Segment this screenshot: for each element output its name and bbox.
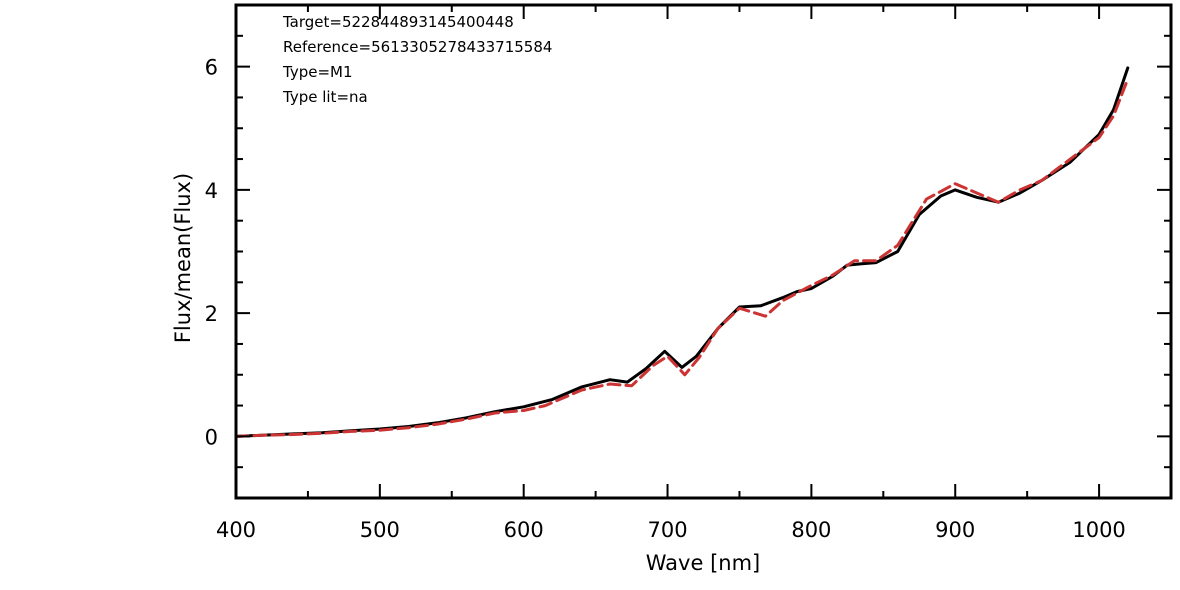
x-tick-label: 500 <box>360 518 400 542</box>
annotation-type-lit: Type lit=na <box>282 88 368 106</box>
x-tick-label: 1000 <box>1072 518 1125 542</box>
y-tick-label: 6 <box>205 56 218 80</box>
x-axis-label: Wave [nm] <box>646 551 760 575</box>
tick-labels: 400 500 600 700 800 900 1000 0 2 4 6 <box>205 56 1126 542</box>
y-tick-label: 0 <box>205 425 218 449</box>
x-tick-label: 700 <box>647 518 687 542</box>
axis-ticks <box>235 4 1171 499</box>
plot-frame <box>234 3 1173 500</box>
plot-marks <box>234 66 1130 438</box>
y-axis-label: Flux/mean(Flux) <box>171 173 195 343</box>
x-tick-label: 400 <box>216 518 256 542</box>
y-tick-label: 4 <box>205 179 218 203</box>
y-tick-label: 2 <box>205 302 218 326</box>
annotation-reference: Reference=5613305278433715584 <box>283 38 552 56</box>
series-line-target <box>234 66 1130 438</box>
series-line-reference <box>234 77 1130 438</box>
x-tick-label: 600 <box>504 518 544 542</box>
x-tick-label: 900 <box>935 518 975 542</box>
annotation-type: Type=M1 <box>282 63 353 81</box>
annotation-target: Target=5228448931454004​48 <box>282 13 514 31</box>
x-tick-label: 800 <box>791 518 831 542</box>
